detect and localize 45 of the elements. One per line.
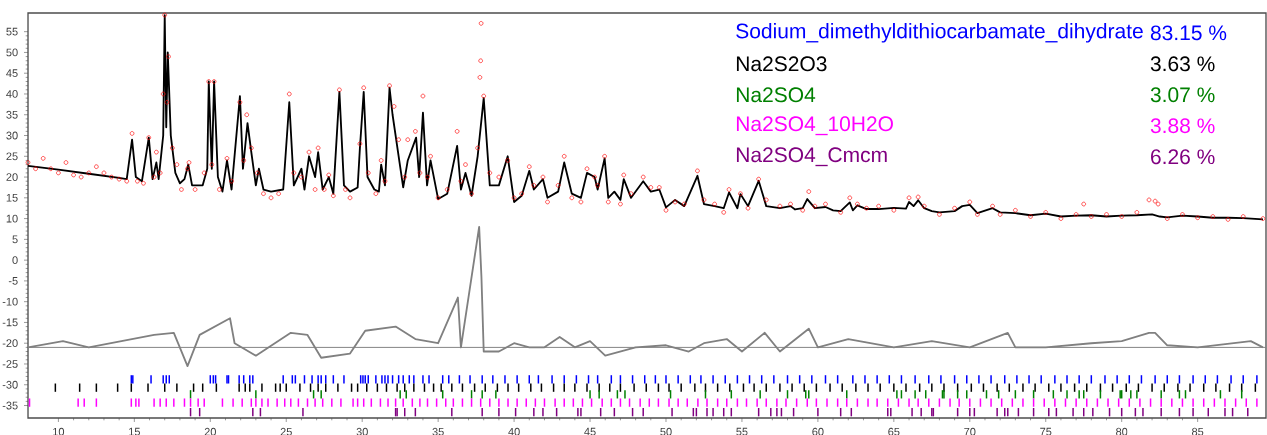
y-tick-label: 20	[6, 173, 18, 181]
x-tick-label: 15	[129, 427, 140, 435]
y-tick-label: 5	[12, 235, 18, 244]
x-tick-label: 20	[204, 427, 216, 435]
y-tick-label: -10	[2, 297, 18, 306]
x-tick-label: 10	[53, 427, 65, 435]
y-tick-label: -25	[2, 360, 18, 368]
text: Sodium_dimethyldithiocarbamate_dihydrate	[736, 23, 1143, 43]
text: Na2SO4_10H2O	[736, 116, 893, 136]
x-tick-label: 60	[812, 427, 824, 435]
y-tick-label: -5	[8, 277, 18, 285]
y-tick-label: 25	[6, 152, 18, 161]
y-tick-label: 35	[6, 110, 18, 119]
x-tick-label: 85	[1192, 427, 1204, 435]
x-tick-label: 55	[736, 427, 748, 435]
y-tick-label: -20	[2, 339, 18, 348]
annotation: 6.26 %	[1151, 149, 1215, 165]
y-tick-label: 55	[6, 27, 18, 36]
y-tick-label: 45	[6, 69, 18, 78]
x-tick-label: 35	[432, 427, 444, 435]
x-tick-label: 65	[888, 427, 900, 435]
x-tick-label: 30	[356, 427, 368, 435]
annotation: 83.15 %	[1150, 25, 1227, 41]
y-tick-label: 40	[6, 90, 18, 98]
y-tick-label: 50	[6, 48, 18, 57]
annotation: 3.88 %	[1150, 118, 1215, 134]
y-tick-label: -30	[2, 380, 18, 389]
annotation: 3.63 %	[1150, 56, 1215, 72]
y-tick-label: 10	[6, 214, 18, 223]
x-tick-label: 80	[1116, 427, 1128, 435]
y-tick-label: -35	[2, 401, 18, 410]
text: Na2S2O3	[736, 56, 827, 72]
x-tick-label: 25	[280, 427, 292, 435]
x-tick-label: 75	[1040, 427, 1052, 435]
y-tick-label: -15	[2, 318, 18, 327]
y-tick-label: 15	[6, 193, 18, 202]
text: Na2SO4	[736, 87, 816, 103]
x-tick-label: 40	[508, 427, 520, 435]
annotation: 3.07 %	[1150, 87, 1215, 103]
y-tick-label: 30	[6, 131, 18, 140]
text: Na2SO4_Cmcm	[736, 147, 887, 167]
y-tick-label: 0	[12, 256, 18, 265]
x-tick-label: 70	[964, 427, 976, 435]
x-tick-label: 45	[584, 427, 596, 435]
x-tick-label: 50	[660, 427, 672, 435]
